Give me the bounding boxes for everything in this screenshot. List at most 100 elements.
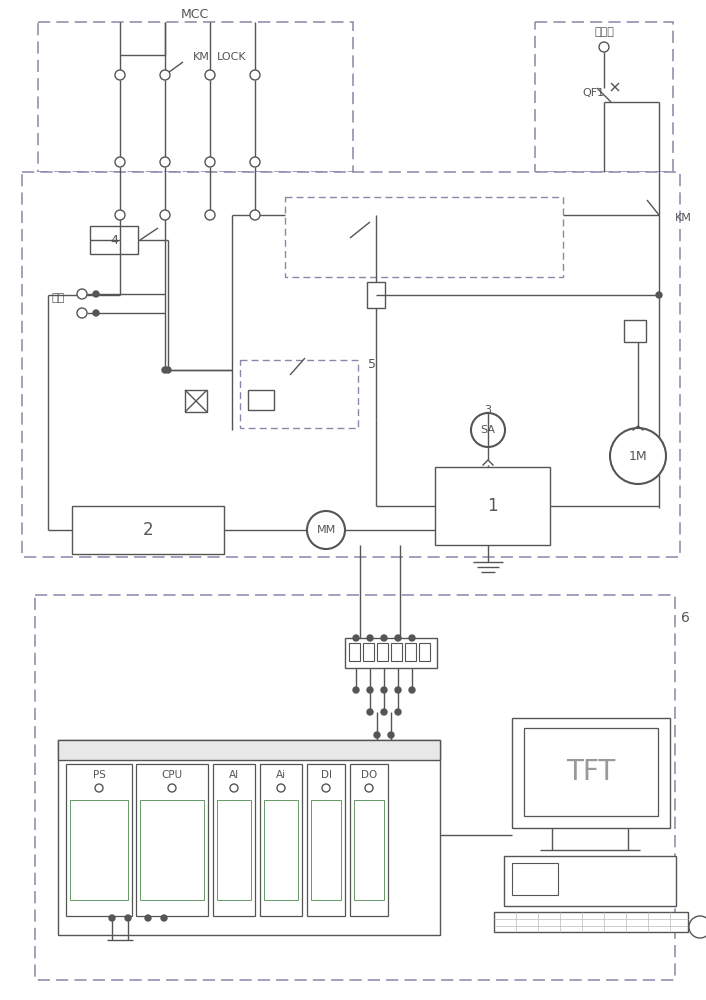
Bar <box>240 360 358 428</box>
Circle shape <box>322 784 330 792</box>
Text: 主电源: 主电源 <box>594 27 614 37</box>
Circle shape <box>471 413 505 447</box>
Text: 6: 6 <box>681 611 690 625</box>
Circle shape <box>365 784 373 792</box>
Text: 3: 3 <box>484 405 491 415</box>
Text: DI: DI <box>321 770 332 780</box>
Bar <box>35 595 675 980</box>
Circle shape <box>353 687 359 693</box>
Text: MM: MM <box>316 525 335 535</box>
Text: 内控: 内控 <box>52 293 65 303</box>
Bar <box>435 467 550 545</box>
Text: SA: SA <box>481 425 496 435</box>
Circle shape <box>610 428 666 484</box>
Bar <box>58 740 440 935</box>
Bar <box>217 800 251 900</box>
Circle shape <box>395 687 401 693</box>
Circle shape <box>367 687 373 693</box>
Circle shape <box>205 70 215 80</box>
Circle shape <box>93 310 99 316</box>
Bar <box>38 22 353 172</box>
Bar <box>494 912 688 932</box>
Text: 1M: 1M <box>628 450 647 462</box>
Bar <box>260 764 302 916</box>
Circle shape <box>115 210 125 220</box>
Circle shape <box>145 915 151 921</box>
Bar <box>391 643 402 661</box>
Circle shape <box>161 915 167 921</box>
Bar <box>349 643 360 661</box>
Bar <box>185 390 207 412</box>
Bar <box>213 764 255 916</box>
Bar <box>311 800 341 900</box>
Bar <box>624 320 646 342</box>
Circle shape <box>109 915 115 921</box>
Bar <box>363 643 374 661</box>
Circle shape <box>250 157 260 167</box>
Bar <box>535 22 673 172</box>
Circle shape <box>395 635 401 641</box>
Circle shape <box>307 511 345 549</box>
Circle shape <box>367 709 373 715</box>
Bar <box>58 740 440 760</box>
Bar <box>90 226 138 254</box>
Text: 4: 4 <box>110 233 118 246</box>
Circle shape <box>395 709 401 715</box>
Bar <box>419 643 430 661</box>
Circle shape <box>409 687 415 693</box>
Circle shape <box>205 210 215 220</box>
Text: QF1: QF1 <box>582 88 604 98</box>
Bar <box>140 800 204 900</box>
Circle shape <box>160 70 170 80</box>
Circle shape <box>599 42 609 52</box>
Bar <box>504 856 676 906</box>
Circle shape <box>250 210 260 220</box>
Circle shape <box>115 70 125 80</box>
Bar <box>66 764 132 916</box>
Circle shape <box>367 635 373 641</box>
Circle shape <box>277 784 285 792</box>
Circle shape <box>381 687 387 693</box>
Bar <box>524 728 658 816</box>
Circle shape <box>95 784 103 792</box>
Circle shape <box>381 709 387 715</box>
Bar <box>350 764 388 916</box>
Circle shape <box>93 291 99 297</box>
Circle shape <box>168 784 176 792</box>
Text: KM: KM <box>675 213 692 223</box>
Bar <box>354 800 384 900</box>
Circle shape <box>165 367 171 373</box>
Circle shape <box>115 157 125 167</box>
Text: LOCK: LOCK <box>217 52 247 62</box>
Bar <box>512 718 670 828</box>
Text: AI: AI <box>229 770 239 780</box>
Bar <box>70 800 128 900</box>
Circle shape <box>409 635 415 641</box>
Text: 2: 2 <box>143 521 153 539</box>
Text: TFT: TFT <box>566 758 616 786</box>
Bar <box>264 800 298 900</box>
Circle shape <box>230 784 238 792</box>
Bar <box>248 390 274 410</box>
Bar <box>22 172 680 557</box>
Circle shape <box>160 210 170 220</box>
Circle shape <box>374 732 380 738</box>
Circle shape <box>388 732 394 738</box>
Text: MCC: MCC <box>181 8 209 21</box>
Text: Ai: Ai <box>276 770 286 780</box>
Text: PS: PS <box>92 770 105 780</box>
Circle shape <box>160 157 170 167</box>
Bar <box>72 506 224 554</box>
Circle shape <box>656 292 662 298</box>
Circle shape <box>77 289 87 299</box>
Text: 5: 5 <box>368 358 376 370</box>
Bar <box>136 764 208 916</box>
Bar <box>405 643 416 661</box>
Bar <box>367 282 385 308</box>
Circle shape <box>205 157 215 167</box>
Text: CPU: CPU <box>162 770 183 780</box>
Circle shape <box>381 635 387 641</box>
Circle shape <box>162 367 168 373</box>
Bar <box>345 638 437 668</box>
Circle shape <box>353 635 359 641</box>
